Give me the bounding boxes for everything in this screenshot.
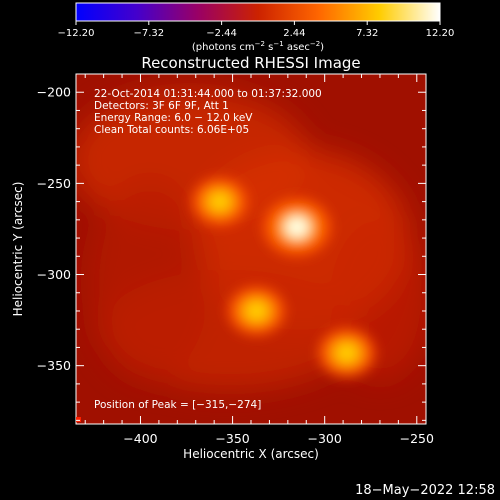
- colorbar-ticks: −12.20 −7.32 −2.44 2.44 7.32 12.20: [57, 21, 454, 39]
- colorbar-tick-label: −7.32: [133, 28, 164, 39]
- footer-timestamp: 18−May−2022 12:58: [355, 483, 495, 498]
- annotation-line: 22-Oct-2014 01:31:44.000 to 01:37:32.000: [94, 88, 322, 100]
- colorbar: −12.20 −7.32 −2.44 2.44 7.32 12.20 (photons c…: [57, 2, 454, 53]
- source-4: [318, 328, 376, 378]
- annotation-line: Energy Range: 6.0 − 12.0 keV: [94, 112, 253, 124]
- y-tick-label: −200: [37, 85, 71, 100]
- x-axis: −400 −350 −300 −250: [84, 74, 434, 446]
- sources: [191, 177, 376, 378]
- source-2: [191, 177, 248, 226]
- x-tick-label: −300: [308, 431, 342, 446]
- x-tick-label: −350: [215, 431, 249, 446]
- source-core: [211, 194, 228, 210]
- source-1: [263, 198, 332, 257]
- colorbar-tick-label: −2.44: [206, 28, 237, 39]
- plot-area: [76, 74, 426, 424]
- annotation-line: Detectors: 3F 6F 9F, Att 1: [94, 100, 229, 112]
- chart-title: Reconstructed RHESSI Image: [141, 54, 360, 72]
- peak-position-label: Position of Peak = [−315,−274]: [94, 399, 261, 411]
- colorbar-tick-label: 12.20: [426, 28, 455, 39]
- source-core: [338, 345, 356, 361]
- source-core: [285, 216, 310, 239]
- annotations: 22-Oct-2014 01:31:44.000 to 01:37:32.000…: [94, 88, 322, 411]
- x-tick-label: −250: [400, 431, 434, 446]
- source-core: [248, 303, 265, 319]
- colorbar-gradient: [75, 2, 441, 22]
- corner-marker: [76, 417, 81, 422]
- y-axis: −200 −250 −300 −350: [37, 73, 426, 421]
- x-tick-label: −400: [123, 431, 157, 446]
- colorbar-tick-label: −12.20: [57, 28, 94, 39]
- x-axis-title: Heliocentric X (arcsec): [183, 447, 319, 461]
- y-axis-title: Heliocentric Y (arcsec): [11, 182, 25, 317]
- colorbar-unit: (photons cm−2 s−1 asec−2): [192, 40, 324, 53]
- colorbar-tick-label: 7.32: [356, 28, 378, 39]
- y-tick-label: −300: [37, 267, 71, 282]
- emission-haze-4: [90, 180, 210, 380]
- y-tick-label: −250: [37, 176, 71, 191]
- source-3: [228, 286, 286, 336]
- annotation-line: Clean Total counts: 6.06E+05: [94, 124, 249, 136]
- y-tick-label: −350: [37, 358, 71, 373]
- colorbar-tick-label: 2.44: [283, 28, 305, 39]
